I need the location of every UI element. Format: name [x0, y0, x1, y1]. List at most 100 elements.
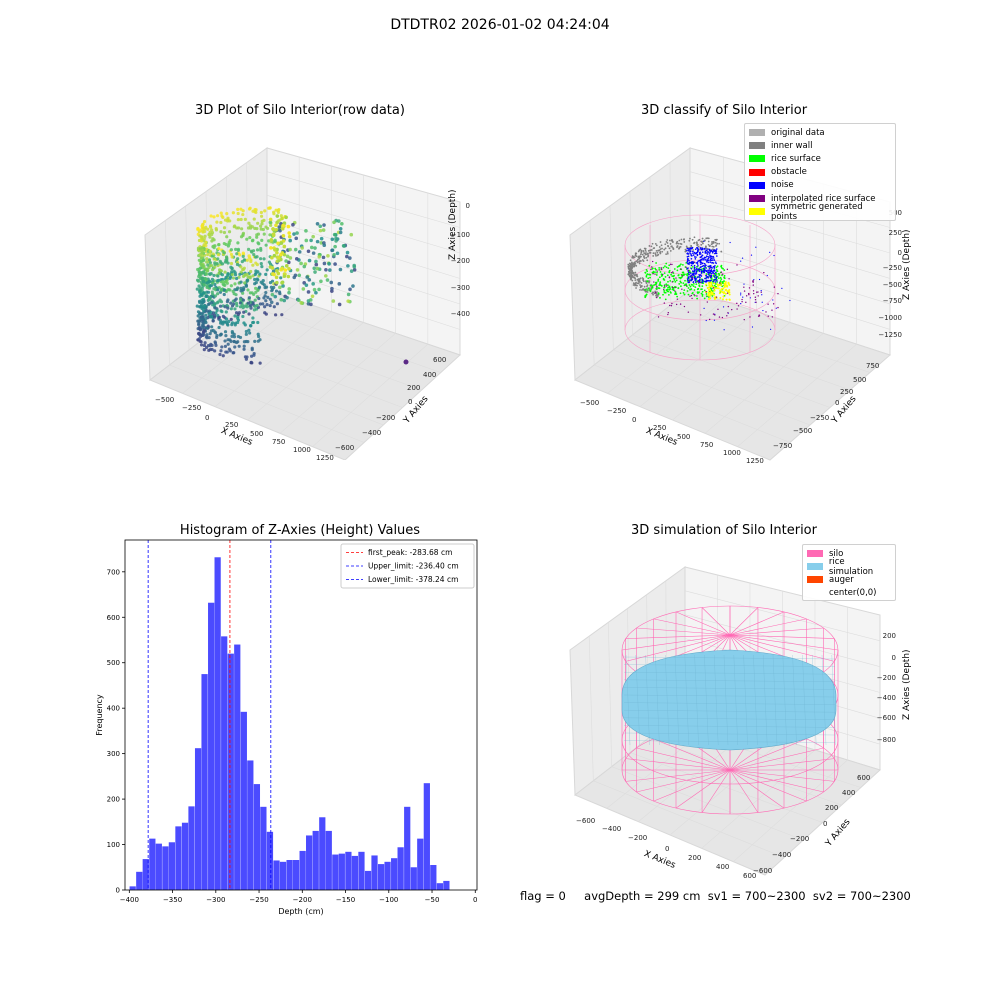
histogram-bar — [279, 861, 287, 890]
legend-entry: auger — [807, 573, 891, 586]
histogram-bar — [175, 826, 182, 890]
histogram-bar — [221, 636, 228, 890]
y-tick: 500 — [853, 376, 866, 384]
status-footer: flag = 0 avgDepth = 299 cm sv1 = 700~230… — [520, 889, 911, 903]
x-tick: 200 — [688, 854, 701, 862]
simulation-legend: silo rice simulation auger center(0,0) — [802, 544, 896, 601]
histogram-bar — [391, 858, 398, 890]
histogram-bar — [136, 871, 143, 890]
y-tick-label: 100 — [107, 841, 120, 849]
z-tick: −250 — [883, 264, 902, 272]
y-tick: −200 — [376, 414, 395, 422]
x-tick-label: −300 — [206, 896, 225, 904]
histogram-bar — [430, 865, 437, 890]
z-tick: 250 — [889, 229, 902, 237]
histogram-bar — [253, 784, 261, 890]
histogram-bar — [194, 748, 202, 890]
histogram-bar — [181, 822, 189, 890]
x-tick: 750 — [700, 441, 713, 449]
histogram-bar — [423, 783, 430, 890]
legend-entry: Upper_limit: -236.40 cm — [368, 562, 459, 571]
x-axis-label: Depth (cm) — [278, 907, 323, 916]
simulation-3d-plot: −600 −400 −200 0 200 400 600 600 400 200… — [569, 566, 896, 880]
legend-entry: rice simulation — [807, 557, 891, 577]
x-tick-label: −100 — [379, 896, 398, 904]
stats-text: avgDepth = 299 cm sv1 = 700~2300 sv2 = 7… — [584, 889, 911, 903]
y-tick: 0 — [835, 399, 839, 407]
legend-swatch — [807, 589, 823, 597]
z-tick: −200 — [877, 674, 896, 682]
x-tick: 500 — [677, 433, 690, 441]
y-tick: 200 — [407, 384, 420, 392]
legend-label: silo — [829, 548, 844, 559]
legend-entry: noise — [749, 179, 891, 192]
flag-text: flag = 0 — [520, 889, 566, 903]
histogram-bar — [377, 864, 385, 890]
y-tick-label: 700 — [107, 568, 120, 576]
z-tick: −800 — [877, 736, 896, 744]
raw-3d-plot: −500 −250 0 250 500 750 1000 1250 600 40… — [144, 147, 470, 460]
z-tick: −750 — [883, 297, 902, 305]
histogram-bar — [332, 854, 339, 890]
classify-plot-title: 3D classify of Silo Interior — [640, 103, 808, 118]
x-tick-label: −250 — [249, 896, 268, 904]
legend-entry: symmetric generated points — [749, 202, 891, 222]
x-tick: 250 — [225, 421, 238, 429]
x-tick: 600 — [743, 872, 756, 880]
legend-label: rice surface — [771, 153, 821, 164]
histogram-bar — [299, 850, 306, 890]
y-tick: −250 — [810, 414, 829, 422]
histogram-bar — [325, 830, 332, 890]
z-tick: −1000 — [878, 314, 902, 322]
x-tick: 0 — [205, 414, 209, 422]
histogram-bar — [397, 847, 404, 890]
y-tick: −600 — [753, 867, 772, 875]
x-tick-label: −50 — [425, 896, 440, 904]
x-tick: 1000 — [293, 446, 311, 454]
y-tick-label: 200 — [107, 796, 120, 804]
z-tick: 0 — [466, 202, 470, 210]
y-tick: −500 — [793, 427, 812, 435]
x-tick: 750 — [272, 438, 285, 446]
z-tick: 0 — [898, 249, 902, 257]
x-tick: −200 — [628, 834, 647, 842]
histogram-bar — [286, 860, 293, 890]
y-tick: 0 — [408, 398, 412, 406]
legend-swatch — [749, 181, 765, 189]
x-tick: 1250 — [316, 454, 334, 460]
legend-swatch — [807, 576, 823, 584]
y-axis-label: Frequency — [95, 694, 104, 736]
y-tick: 200 — [825, 804, 838, 812]
histogram-title: Histogram of Z-Axies (Height) Values — [179, 523, 421, 538]
x-tick: −600 — [576, 817, 595, 825]
legend-entry: interpolated rice surface — [749, 192, 891, 205]
raw-outlier-point — [403, 359, 409, 365]
histogram-bar — [364, 870, 372, 890]
x-tick: 250 — [653, 424, 666, 432]
legend-entry: Lower_limit: -378.24 cm — [368, 575, 458, 584]
classify-point-cloud — [627, 236, 791, 331]
x-tick: 1250 — [746, 457, 764, 465]
rice-simulation-surface — [621, 649, 837, 751]
y-tick-label: 400 — [107, 705, 120, 713]
z-tick: −1250 — [878, 331, 902, 339]
y-tick: −600 — [335, 444, 354, 452]
legend-label: symmetric generated points — [770, 201, 863, 222]
x-tick: 500 — [250, 430, 263, 438]
histogram-bar — [312, 830, 319, 890]
z-tick: −300 — [451, 284, 470, 292]
histogram-bar — [319, 817, 326, 890]
histogram-bar — [404, 806, 411, 890]
x-tick-label: −400 — [120, 896, 139, 904]
histogram-bar — [273, 860, 280, 890]
legend-label: obstacle — [771, 167, 807, 178]
x-tick-label: −350 — [163, 896, 182, 904]
histogram-bar — [162, 846, 169, 890]
legend-swatch — [749, 208, 765, 216]
histogram-bar — [240, 711, 247, 890]
histogram-bar — [201, 674, 208, 890]
legend-label: center(0,0) — [829, 588, 877, 599]
x-tick: −400 — [602, 825, 621, 833]
legend-entry: first_peak: -283.68 cm — [368, 548, 452, 557]
y-tick: 600 — [857, 774, 870, 782]
